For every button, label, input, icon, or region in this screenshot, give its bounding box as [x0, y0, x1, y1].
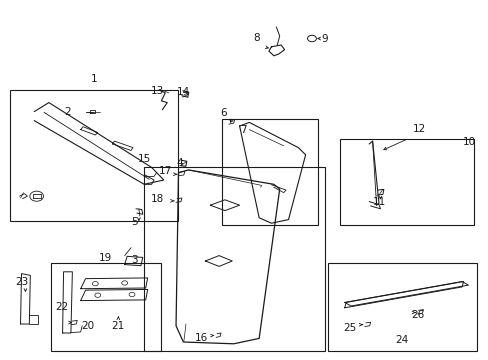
Text: 16: 16: [194, 333, 208, 343]
Text: 12: 12: [412, 124, 426, 134]
Bar: [144, 167, 325, 351]
Bar: [222, 119, 317, 225]
Text: 15: 15: [137, 154, 151, 164]
Text: 4: 4: [176, 158, 183, 168]
Bar: [51, 263, 161, 351]
Text: 5: 5: [131, 217, 138, 228]
Text: 3: 3: [131, 255, 138, 265]
Text: 14: 14: [176, 87, 190, 97]
Text: 21: 21: [111, 321, 125, 331]
Text: 6: 6: [220, 108, 226, 118]
Text: 8: 8: [253, 33, 260, 43]
Text: 17: 17: [158, 166, 172, 176]
Bar: [10, 90, 178, 221]
Text: 24: 24: [394, 335, 408, 345]
Text: 18: 18: [150, 194, 164, 204]
Bar: [339, 139, 473, 225]
Bar: [327, 263, 476, 351]
Text: 10: 10: [462, 137, 475, 147]
Text: 26: 26: [410, 310, 424, 320]
Text: 11: 11: [371, 197, 385, 207]
Text: 19: 19: [98, 253, 112, 263]
Text: 25: 25: [342, 323, 356, 333]
Text: 20: 20: [81, 321, 94, 331]
Text: 2: 2: [64, 107, 71, 117]
Text: 22: 22: [55, 302, 68, 312]
Text: 7: 7: [239, 125, 246, 135]
Text: 23: 23: [15, 276, 28, 287]
Text: 1: 1: [90, 74, 97, 84]
Text: 9: 9: [321, 33, 328, 44]
Text: 13: 13: [150, 86, 164, 96]
